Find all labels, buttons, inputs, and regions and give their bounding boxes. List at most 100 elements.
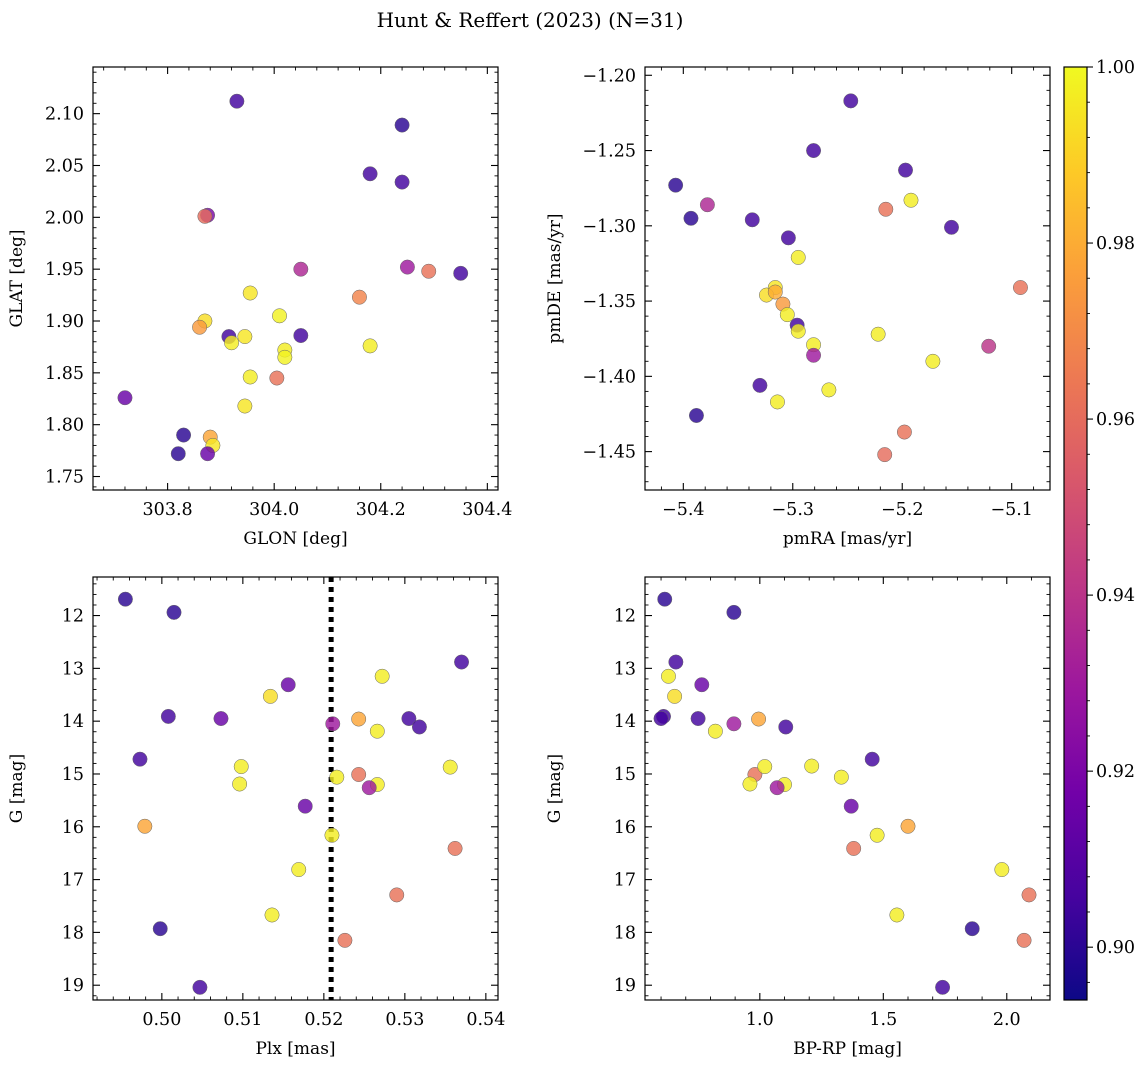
y-tick-label: 1.75 bbox=[45, 468, 84, 488]
x-axis-label: BP-RP [mag] bbox=[793, 1039, 902, 1059]
data-point bbox=[170, 446, 186, 462]
data-point bbox=[898, 162, 913, 178]
colorbar: 0.90 0.92 0.94 0.96 0.98 1.00 bbox=[1063, 58, 1135, 1001]
data-point bbox=[389, 887, 405, 903]
data-point bbox=[667, 688, 683, 704]
y-tick-label: −1.25 bbox=[582, 142, 636, 162]
data-point bbox=[329, 769, 345, 785]
data-point bbox=[1012, 280, 1028, 295]
colorbar-tick-label: 0.94 bbox=[1096, 586, 1135, 606]
data-point bbox=[401, 711, 417, 726]
y-tick-label: −1.40 bbox=[582, 367, 636, 387]
ticks: 303.8 304.0 304.2 304.4 1.75 1.80 1.85 1.90 1.95… bbox=[45, 67, 512, 520]
data-point bbox=[361, 780, 377, 796]
data-point bbox=[806, 347, 822, 363]
data-point bbox=[325, 716, 341, 732]
ticks: 1.0 1.5 2.0 12 13 14 15 16 17 18 19 bbox=[614, 577, 1050, 1030]
data-point bbox=[421, 263, 437, 279]
data-point bbox=[192, 979, 208, 995]
data-point bbox=[293, 328, 309, 343]
panel-pmra-pmde: −5.4 −5.3 −5.2 −5.1 −1.45 −1.40 −1.35 −1.30 −1.2… bbox=[545, 66, 1051, 549]
data-point bbox=[337, 932, 353, 948]
data-point bbox=[869, 827, 885, 843]
data-point bbox=[374, 668, 390, 684]
data-point bbox=[779, 307, 795, 323]
y-tick-label: −1.30 bbox=[582, 217, 636, 237]
data-point bbox=[152, 921, 168, 937]
data-point bbox=[453, 265, 469, 281]
data-point bbox=[726, 716, 742, 732]
data-point bbox=[935, 979, 951, 995]
data-point bbox=[277, 349, 293, 365]
data-point bbox=[351, 711, 367, 727]
axes-frame bbox=[92, 66, 499, 491]
data-point bbox=[117, 591, 133, 607]
data-point bbox=[197, 208, 213, 224]
y-tick-label: 19 bbox=[62, 976, 84, 996]
y-tick-label: 18 bbox=[62, 923, 84, 943]
data-point bbox=[769, 394, 785, 410]
x-axis-label: GLON [deg] bbox=[243, 529, 347, 549]
data-point bbox=[454, 654, 469, 670]
y-axis-label: pmDE [mas/yr] bbox=[545, 213, 565, 343]
data-point bbox=[262, 688, 278, 704]
data-point bbox=[117, 390, 133, 406]
colorbar-gradient bbox=[1063, 66, 1088, 1001]
axes-frame bbox=[644, 66, 1051, 491]
data-point bbox=[237, 398, 253, 414]
y-tick-label: 12 bbox=[614, 607, 636, 627]
data-point bbox=[690, 711, 706, 726]
y-axis-label: G [mag] bbox=[7, 754, 27, 823]
y-tick-label: 14 bbox=[62, 712, 84, 732]
data-point bbox=[132, 751, 148, 767]
colorbar-tick-label: 1.00 bbox=[1096, 58, 1135, 78]
data-point bbox=[964, 921, 980, 937]
data-point bbox=[264, 907, 280, 923]
x-tick-label: 1.5 bbox=[869, 1010, 897, 1030]
data-point bbox=[351, 767, 367, 782]
data-point bbox=[442, 759, 458, 775]
y-tick-label: −1.35 bbox=[582, 292, 636, 312]
data-point bbox=[870, 326, 886, 342]
y-tick-label: 16 bbox=[614, 818, 636, 838]
y-tick-label: 19 bbox=[614, 976, 636, 996]
colorbar-tick-label: 0.98 bbox=[1096, 234, 1135, 254]
x-tick-label: 304.4 bbox=[462, 500, 512, 520]
data-point bbox=[903, 192, 919, 208]
data-point bbox=[790, 323, 806, 339]
data-point bbox=[767, 284, 783, 300]
data-point bbox=[925, 353, 941, 369]
x-tick-label: −5.2 bbox=[881, 500, 924, 520]
data-point bbox=[351, 289, 367, 305]
y-tick-label: 12 bbox=[62, 607, 84, 627]
y-tick-label: −1.20 bbox=[582, 66, 636, 86]
data-point bbox=[843, 93, 859, 109]
ticks: −5.4 −5.3 −5.2 −5.1 −1.45 −1.40 −1.35 −1.30 −1.2… bbox=[582, 66, 1050, 520]
y-tick-label: 2.10 bbox=[45, 105, 84, 125]
panel-plx-g: 0.50 0.51 0.52 0.53 0.54 12 13 14 15 16 17 18 19 Plx … bbox=[7, 576, 505, 1059]
x-tick-label: 2.0 bbox=[993, 1010, 1021, 1030]
figure-title: Hunt & Reffert (2023) (N=31) bbox=[377, 8, 684, 32]
data-point bbox=[994, 862, 1010, 878]
data-point bbox=[291, 862, 307, 878]
data-point bbox=[780, 230, 796, 246]
y-tick-label: 18 bbox=[614, 923, 636, 943]
axes-frame bbox=[644, 576, 1051, 1001]
data-point bbox=[744, 212, 760, 228]
y-tick-label: 1.85 bbox=[45, 364, 84, 384]
data-point bbox=[688, 408, 704, 423]
y-tick-label: 13 bbox=[62, 659, 84, 679]
data-point bbox=[269, 370, 285, 386]
x-tick-label: 1.0 bbox=[746, 1010, 774, 1030]
y-tick-label: 15 bbox=[614, 765, 636, 785]
axes-frame bbox=[92, 576, 499, 1001]
y-tick-label: 15 bbox=[62, 765, 84, 785]
x-axis-label: Plx [mas] bbox=[255, 1039, 335, 1059]
data-point bbox=[944, 219, 959, 235]
data-point bbox=[683, 210, 699, 226]
x-tick-label: −5.3 bbox=[772, 500, 815, 520]
scatter-points bbox=[668, 93, 1028, 463]
data-point bbox=[900, 818, 916, 834]
data-point bbox=[699, 197, 715, 213]
